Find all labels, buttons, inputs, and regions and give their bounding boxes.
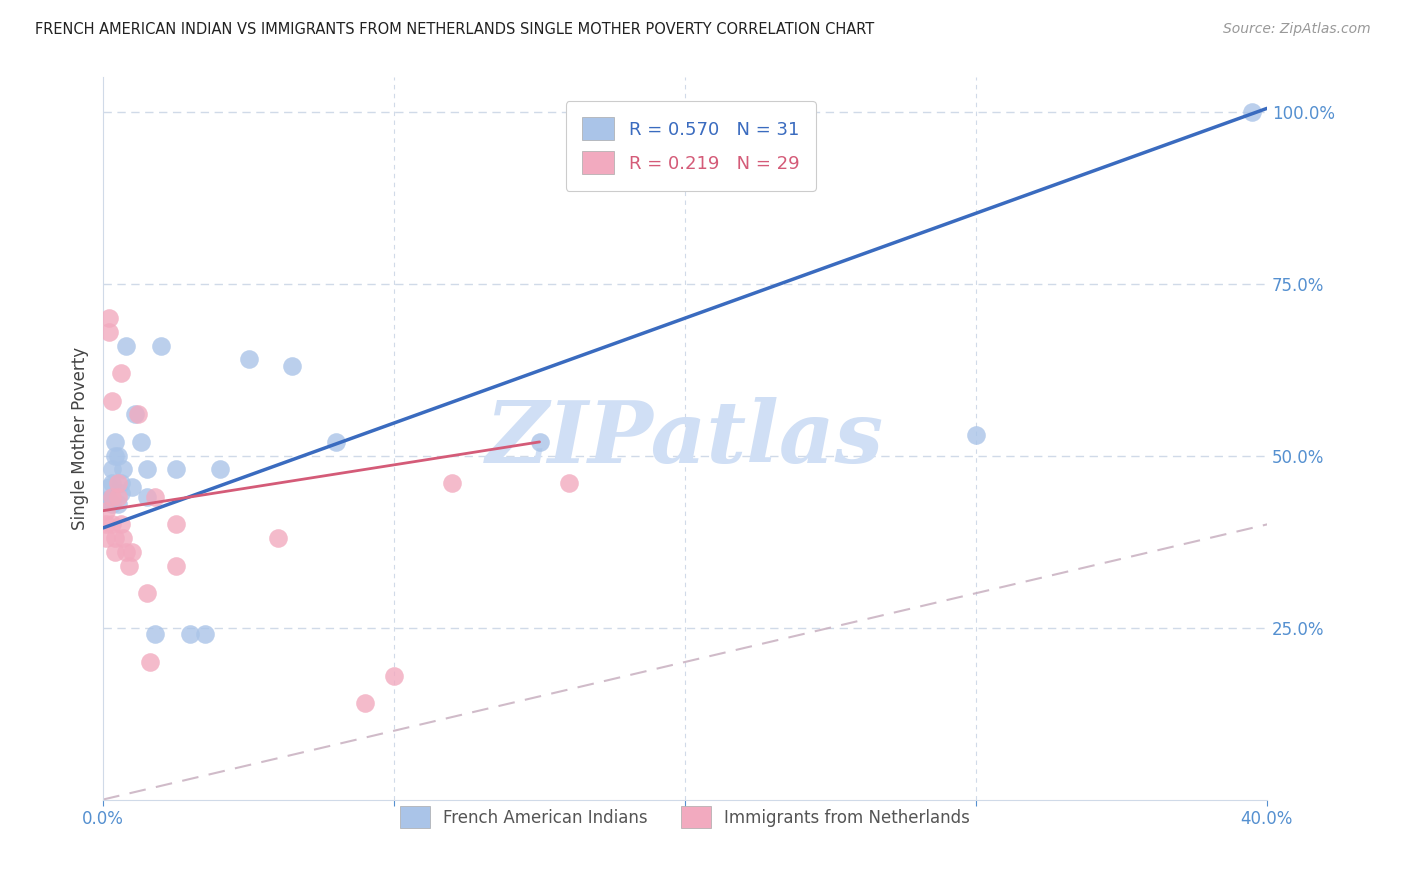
Point (110, 517, 132, 532)
Point (165, 558, 187, 573)
Point (94, 504, 117, 518)
Point (121, 545, 143, 559)
Point (94, 493, 117, 508)
Point (135, 490, 157, 504)
Point (97, 325, 120, 339)
Point (94, 531, 117, 545)
Point (194, 627, 217, 641)
Point (129, 434, 152, 449)
Point (165, 462, 187, 476)
Point (325, 434, 347, 449)
Point (104, 434, 127, 449)
Point (107, 490, 129, 504)
Point (441, 476, 464, 491)
Point (267, 531, 290, 545)
Point (101, 476, 124, 491)
Point (165, 517, 187, 532)
Point (110, 366, 132, 380)
Point (529, 434, 551, 449)
Point (179, 627, 201, 641)
Point (135, 462, 157, 476)
Point (354, 696, 377, 710)
Point (104, 545, 127, 559)
Point (101, 490, 124, 504)
Point (965, 428, 987, 442)
Point (118, 558, 141, 573)
Point (97, 311, 120, 326)
Point (101, 517, 124, 532)
Text: FRENCH AMERICAN INDIAN VS IMMIGRANTS FROM NETHERLANDS SINGLE MOTHER POVERTY CORR: FRENCH AMERICAN INDIAN VS IMMIGRANTS FRO… (35, 22, 875, 37)
Point (101, 497, 124, 511)
Point (281, 359, 304, 374)
Text: ZIPatlas: ZIPatlas (486, 397, 884, 480)
Point (94, 517, 117, 532)
Point (138, 655, 160, 669)
Point (101, 462, 124, 476)
Point (107, 497, 129, 511)
Point (135, 586, 157, 600)
Legend: French American Indians, Immigrants from Netherlands: French American Indians, Immigrants from… (394, 800, 977, 835)
Point (1241, 104, 1264, 119)
Point (107, 449, 129, 463)
Point (557, 476, 579, 491)
Point (115, 545, 138, 559)
Point (110, 476, 132, 491)
Point (145, 627, 167, 641)
Point (112, 531, 135, 545)
Point (124, 408, 146, 422)
Point (115, 338, 138, 352)
Point (101, 393, 124, 408)
Text: Source: ZipAtlas.com: Source: ZipAtlas.com (1223, 22, 1371, 37)
Point (382, 669, 405, 683)
Point (112, 462, 135, 476)
Point (107, 476, 129, 491)
Point (238, 352, 260, 367)
Point (127, 408, 149, 422)
Point (104, 531, 127, 545)
Point (121, 480, 143, 494)
Point (97, 480, 120, 494)
Point (145, 490, 167, 504)
Point (97, 493, 120, 508)
Point (104, 449, 127, 463)
Point (150, 338, 173, 352)
Y-axis label: Single Mother Poverty: Single Mother Poverty (72, 347, 89, 530)
Point (208, 462, 231, 476)
Point (110, 486, 132, 500)
